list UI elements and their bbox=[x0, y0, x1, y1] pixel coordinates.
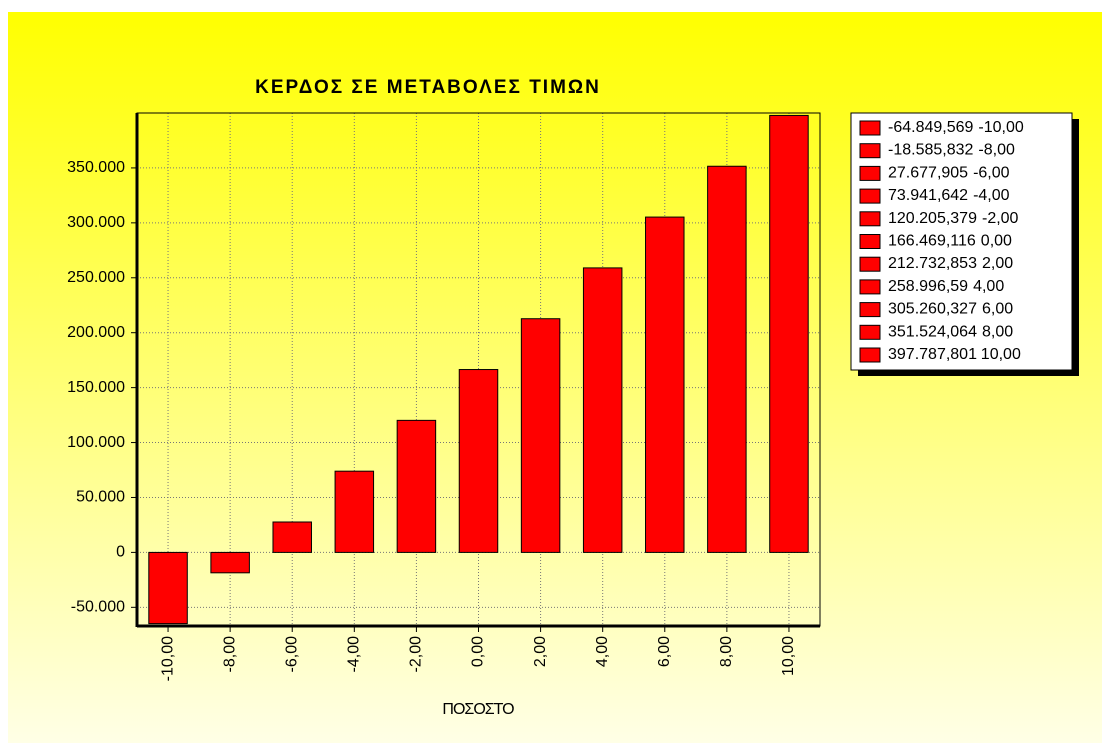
legend-entry: 397.787,801 10,00 bbox=[888, 346, 1021, 363]
bar bbox=[272, 521, 312, 553]
x-tick-label: -8,00 bbox=[221, 636, 238, 673]
bar bbox=[582, 267, 623, 553]
y-tick-label: 150.000 bbox=[67, 379, 125, 396]
legend-category: -4,00 bbox=[973, 187, 1010, 204]
legend-entry: 27.677,905 -6,00 bbox=[888, 165, 1010, 182]
legend-category: 6,00 bbox=[982, 301, 1013, 318]
legend-value: 212.732,853 bbox=[888, 255, 977, 272]
bar bbox=[396, 419, 437, 553]
x-tick-label: 0,00 bbox=[470, 636, 487, 667]
legend-category: -2,00 bbox=[982, 210, 1019, 227]
legend-entry: -64.849,569 -10,00 bbox=[888, 119, 1024, 136]
y-tick-label: -50.000 bbox=[71, 599, 125, 616]
y-tick-label: 350.000 bbox=[67, 159, 125, 176]
legend-value: 397.787,801 bbox=[888, 346, 977, 363]
y-tick-label: 100.000 bbox=[67, 434, 125, 451]
legend-swatch bbox=[859, 211, 881, 227]
legend-swatch bbox=[859, 143, 881, 159]
legend-value: 166.469,116 bbox=[888, 233, 976, 250]
legend-swatch bbox=[859, 188, 881, 204]
y-tick-label: 50.000 bbox=[76, 489, 125, 506]
x-tick-label: 2,00 bbox=[532, 636, 549, 667]
legend-swatch bbox=[859, 347, 881, 363]
legend-entry: 166.469,116 0,00 bbox=[888, 233, 1012, 250]
legend-entry: 73.941,642 -4,00 bbox=[888, 187, 1010, 204]
legend-category: 2,00 bbox=[982, 255, 1013, 272]
x-tick-label: -10,00 bbox=[159, 636, 176, 681]
chart-title: ΚΕΡΔΟΣ ΣΕ ΜΕΤΑΒΟΛΕΣ ΤΙΜΩΝ bbox=[255, 77, 601, 98]
legend-entry: 351.524,064 8,00 bbox=[888, 324, 1013, 341]
legend-category: 0,00 bbox=[981, 233, 1012, 250]
y-tick-label: 0 bbox=[116, 544, 125, 561]
legend-swatch bbox=[859, 279, 881, 295]
legend-value: 120.205,379 bbox=[888, 210, 977, 227]
legend-swatch bbox=[859, 165, 881, 181]
x-tick-label: -2,00 bbox=[408, 636, 425, 673]
legend-swatch bbox=[859, 256, 881, 272]
legend-category: -6,00 bbox=[973, 165, 1010, 182]
legend-category: -10,00 bbox=[978, 119, 1023, 136]
legend-entry: -18.585,832 -8,00 bbox=[888, 142, 1015, 159]
bar bbox=[707, 165, 747, 553]
legend-swatch bbox=[859, 120, 881, 136]
legend-value: 258.996,59 bbox=[888, 278, 968, 295]
bar bbox=[458, 369, 499, 553]
legend-category: 8,00 bbox=[982, 324, 1013, 341]
bar bbox=[645, 216, 685, 553]
x-tick-label: 10,00 bbox=[780, 636, 797, 676]
y-tick-label: 250.000 bbox=[67, 269, 125, 286]
legend-entry: 120.205,379 -2,00 bbox=[888, 210, 1019, 227]
x-tick-label: 8,00 bbox=[718, 636, 735, 667]
x-tick-label: -6,00 bbox=[283, 636, 300, 673]
x-tick-label: -4,00 bbox=[346, 636, 363, 673]
legend-value: 27.677,905 bbox=[888, 165, 968, 182]
legend-swatch bbox=[859, 324, 881, 340]
legend-category: 10,00 bbox=[981, 346, 1021, 363]
bar bbox=[148, 551, 188, 625]
legend-entry: 212.732,853 2,00 bbox=[888, 255, 1013, 272]
legend-category: -8,00 bbox=[978, 142, 1015, 159]
bar bbox=[520, 318, 561, 553]
legend-value: 73.941,642 bbox=[888, 187, 968, 204]
legend-swatch bbox=[859, 234, 881, 249]
y-tick-label: 200.000 bbox=[67, 324, 125, 341]
legend-box bbox=[850, 112, 1073, 371]
x-tick-label: 6,00 bbox=[656, 636, 673, 667]
x-tick-label: 4,00 bbox=[594, 636, 611, 667]
legend-value: 305.260,327 bbox=[888, 301, 977, 318]
legend-category: 4,00 bbox=[973, 278, 1004, 295]
legend-swatch bbox=[859, 302, 881, 318]
bar bbox=[769, 114, 809, 553]
legend-value: -18.585,832 bbox=[888, 142, 974, 159]
legend-entry: 305.260,327 6,00 bbox=[888, 301, 1013, 318]
legend-entry: 258.996,59 4,00 bbox=[888, 278, 1004, 295]
y-tick-label: 300.000 bbox=[67, 214, 125, 231]
bar bbox=[334, 470, 375, 553]
legend-value: -64.849,569 bbox=[888, 119, 974, 136]
x-axis-label: ΠΟΣΟΣΤΟ bbox=[442, 701, 514, 718]
legend-value: 351.524,064 bbox=[888, 324, 977, 341]
bar bbox=[210, 551, 250, 574]
